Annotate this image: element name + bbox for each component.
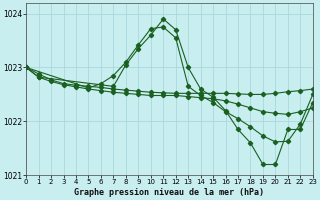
X-axis label: Graphe pression niveau de la mer (hPa): Graphe pression niveau de la mer (hPa) (75, 188, 265, 197)
